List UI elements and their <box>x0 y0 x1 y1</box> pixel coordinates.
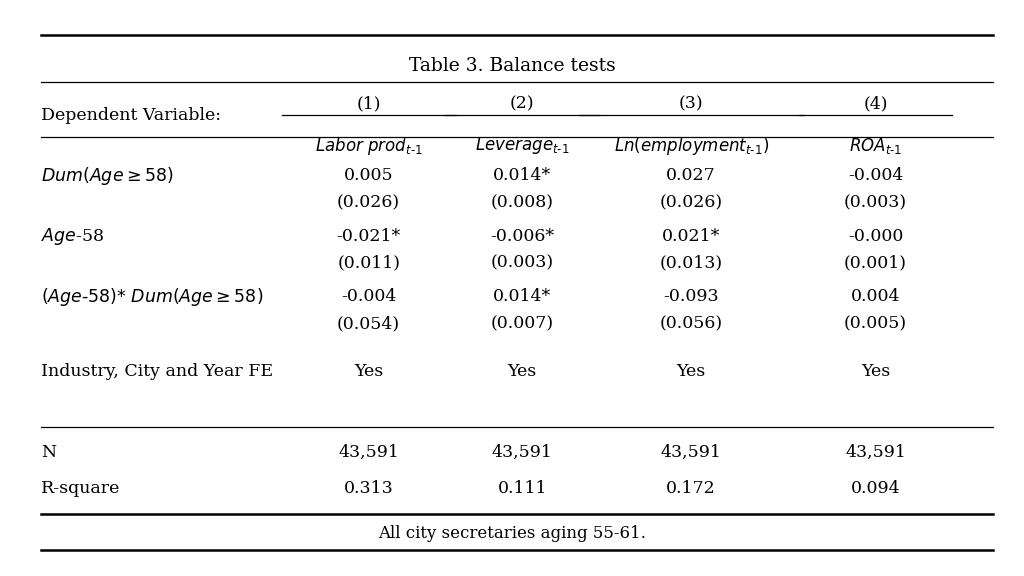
Text: (0.054): (0.054) <box>337 315 400 332</box>
Text: (1): (1) <box>356 95 381 112</box>
Text: Industry, City and Year FE: Industry, City and Year FE <box>41 363 273 380</box>
Text: Yes: Yes <box>354 363 383 380</box>
Text: Dependent Variable:: Dependent Variable: <box>41 107 221 124</box>
Text: $\mathit{Labor\ prod}_{t\text{-}1}$: $\mathit{Labor\ prod}_{t\text{-}1}$ <box>314 135 423 157</box>
Text: $\mathit{ROA}_{t\text{-}1}$: $\mathit{ROA}_{t\text{-}1}$ <box>849 136 902 156</box>
Text: (0.005): (0.005) <box>844 315 907 332</box>
Text: (0.011): (0.011) <box>337 255 400 272</box>
Text: $\mathit{Age}$-58: $\mathit{Age}$-58 <box>41 226 104 247</box>
Text: -0.093: -0.093 <box>664 288 719 305</box>
Text: 0.027: 0.027 <box>667 167 716 184</box>
Text: 43,591: 43,591 <box>660 444 722 461</box>
Text: (0.026): (0.026) <box>337 194 400 211</box>
Text: Yes: Yes <box>677 363 706 380</box>
Text: -0.000: -0.000 <box>848 228 903 245</box>
Text: (0.013): (0.013) <box>659 255 723 272</box>
Text: 0.111: 0.111 <box>498 480 547 497</box>
Text: -0.004: -0.004 <box>848 167 903 184</box>
Text: R-square: R-square <box>41 480 121 497</box>
Text: -0.006*: -0.006* <box>490 228 554 245</box>
Text: (0.003): (0.003) <box>844 194 907 211</box>
Text: 43,591: 43,591 <box>845 444 906 461</box>
Text: (0.001): (0.001) <box>844 255 907 272</box>
Text: Yes: Yes <box>861 363 890 380</box>
Text: 0.004: 0.004 <box>851 288 900 305</box>
Text: -0.021*: -0.021* <box>337 228 400 245</box>
Text: 43,591: 43,591 <box>492 444 553 461</box>
Text: (3): (3) <box>679 95 703 112</box>
Text: (0.056): (0.056) <box>659 315 723 332</box>
Text: $\mathit{Dum(Age{\geq}58)}$: $\mathit{Dum(Age{\geq}58)}$ <box>41 165 173 187</box>
Text: 0.094: 0.094 <box>851 480 900 497</box>
Text: $\mathit{(Age\text{-}58){*}\ Dum(Age{\geq}58)}$: $\mathit{(Age\text{-}58){*}\ Dum(Age{\ge… <box>41 286 263 308</box>
Text: 0.005: 0.005 <box>344 167 393 184</box>
Text: 43,591: 43,591 <box>338 444 399 461</box>
Text: $\mathit{Leverage}_{t\text{-}1}$: $\mathit{Leverage}_{t\text{-}1}$ <box>475 135 569 156</box>
Text: (4): (4) <box>863 95 888 112</box>
Text: $\mathit{Ln(employment}_{t\text{-}1}\mathit{)}$: $\mathit{Ln(employment}_{t\text{-}1}\mat… <box>613 135 769 157</box>
Text: N: N <box>41 444 56 461</box>
Text: (0.008): (0.008) <box>490 194 554 211</box>
Text: (0.026): (0.026) <box>659 194 723 211</box>
Text: 0.021*: 0.021* <box>662 228 721 245</box>
Text: -0.004: -0.004 <box>341 288 396 305</box>
Text: 0.313: 0.313 <box>344 480 393 497</box>
Text: (0.003): (0.003) <box>490 255 554 272</box>
Text: 0.014*: 0.014* <box>494 167 551 184</box>
Text: Table 3. Balance tests: Table 3. Balance tests <box>409 57 615 75</box>
Text: All city secretaries aging 55-61.: All city secretaries aging 55-61. <box>378 525 646 542</box>
Text: 0.172: 0.172 <box>667 480 716 497</box>
Text: 0.014*: 0.014* <box>494 288 551 305</box>
Text: Yes: Yes <box>508 363 537 380</box>
Text: (0.007): (0.007) <box>490 315 554 332</box>
Text: (2): (2) <box>510 95 535 112</box>
